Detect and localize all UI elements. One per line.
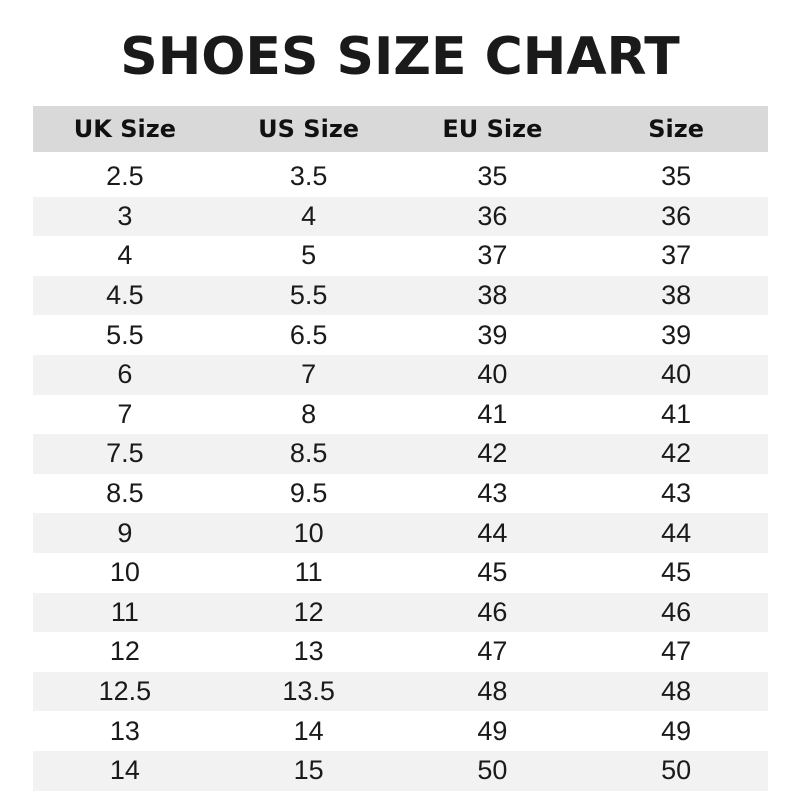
- cell-uk-size: 4: [117, 240, 133, 271]
- cell-uk-size: 12: [109, 636, 140, 667]
- cell-us-size: 8.5: [289, 438, 328, 469]
- cell-eu-size: 50: [477, 755, 508, 786]
- cell-us-size: 14: [293, 715, 324, 746]
- cell-eu-size: 44: [477, 517, 508, 548]
- cell-size: 37: [661, 240, 692, 271]
- cell-us-size: 12: [293, 596, 324, 627]
- header-size: Size: [648, 115, 704, 143]
- cell-us-size: 11: [294, 557, 323, 588]
- cell-uk-size: 8.5: [106, 478, 144, 509]
- table-row: 12.5 13.5 48 48: [33, 671, 768, 712]
- table-header-row: UK Size US Size EU Size Size: [33, 106, 768, 152]
- cell-uk-size: 5.5: [106, 319, 144, 350]
- cell-size: 44: [661, 517, 692, 548]
- cell-uk-size: 4.5: [106, 280, 144, 311]
- cell-eu-size: 39: [477, 319, 508, 350]
- cell-eu-size: 38: [477, 280, 508, 311]
- cell-eu-size: 43: [477, 478, 508, 509]
- cell-size: 38: [661, 280, 692, 311]
- table-row: 13 14 49 49: [33, 711, 768, 751]
- cell-us-size: 13: [293, 636, 324, 667]
- cell-eu-size: 36: [477, 200, 508, 231]
- cell-eu-size: 47: [477, 636, 508, 667]
- page-title: SHOES SIZE CHART: [120, 27, 680, 87]
- table-row: 10 11 45 45: [33, 553, 768, 593]
- cell-eu-size: 45: [477, 557, 508, 588]
- cell-size: 40: [661, 359, 692, 390]
- header-eu-size: EU Size: [442, 115, 543, 143]
- cell-size: 48: [661, 676, 692, 707]
- cell-uk-size: 7.5: [106, 438, 144, 469]
- cell-uk-size: 6: [117, 359, 133, 390]
- cell-uk-size: 7: [117, 398, 133, 429]
- cell-uk-size: 12.5: [98, 676, 152, 707]
- cell-eu-size: 41: [477, 398, 508, 429]
- cell-us-size: 8: [301, 398, 317, 429]
- cell-eu-size: 46: [477, 596, 508, 627]
- table-row: 6 7 40 40: [33, 354, 768, 395]
- table-row: 9 10 44 44: [33, 513, 768, 553]
- cell-us-size: 5: [301, 240, 317, 271]
- cell-size: 49: [661, 715, 692, 746]
- cell-size: 50: [661, 755, 692, 786]
- table-row: 7 8 41 41: [33, 395, 768, 435]
- table-row: 2.5 3.5 35 35: [33, 157, 768, 197]
- cell-eu-size: 40: [477, 359, 508, 390]
- cell-uk-size: 11: [110, 596, 139, 627]
- cell-us-size: 4: [301, 200, 317, 231]
- cell-uk-size: 3: [117, 200, 133, 231]
- cell-size: 43: [661, 478, 692, 509]
- table-row: 12 13 47 47: [33, 632, 768, 672]
- table-row: 4.5 5.5 38 38: [33, 275, 768, 316]
- cell-size: 46: [661, 596, 692, 627]
- table-row: 8.5 9.5 43 43: [33, 474, 768, 514]
- cell-us-size: 9.5: [289, 478, 328, 509]
- cell-size: 41: [661, 398, 692, 429]
- table-body: 2.5 3.5 35 35 3 4 36 36 4 5 37 37 4.5 5.5 38 38 5.5 6.5 39…: [33, 157, 768, 791]
- table-row: 4 5 37 37: [33, 236, 768, 276]
- header-uk-size: UK Size: [73, 115, 176, 143]
- cell-uk-size: 2.5: [106, 161, 144, 192]
- cell-size: 47: [661, 636, 692, 667]
- cell-us-size: 10: [293, 517, 324, 548]
- table-row: 14 15 50 50: [33, 750, 768, 791]
- cell-us-size: 3.5: [289, 161, 328, 192]
- cell-size: 45: [661, 557, 692, 588]
- table-row: 7.5 8.5 42 42: [33, 434, 768, 474]
- cell-eu-size: 35: [477, 161, 508, 192]
- table-row: 3 4 36 36: [33, 196, 768, 237]
- cell-size: 42: [661, 438, 692, 469]
- cell-us-size: 15: [293, 755, 324, 786]
- table-row: 11 12 46 46: [33, 592, 768, 633]
- cell-uk-size: 9: [117, 517, 133, 548]
- cell-us-size: 13.5: [282, 676, 335, 707]
- cell-eu-size: 42: [477, 438, 508, 469]
- table-row: 5.5 6.5 39 39: [33, 315, 768, 355]
- cell-uk-size: 14: [109, 755, 140, 786]
- cell-eu-size: 37: [477, 240, 508, 271]
- cell-uk-size: 13: [109, 715, 140, 746]
- cell-size: 36: [661, 200, 692, 231]
- cell-eu-size: 49: [477, 715, 508, 746]
- cell-us-size: 7: [301, 359, 317, 390]
- cell-eu-size: 48: [477, 676, 508, 707]
- cell-size: 39: [661, 319, 692, 350]
- header-us-size: US Size: [258, 115, 360, 143]
- cell-size: 35: [661, 161, 692, 192]
- cell-uk-size: 10: [109, 557, 140, 588]
- cell-us-size: 6.5: [289, 319, 328, 350]
- cell-us-size: 5.5: [289, 280, 328, 311]
- size-table: UK Size US Size EU Size Size 2.5 3.5 35 35 3…: [33, 106, 768, 791]
